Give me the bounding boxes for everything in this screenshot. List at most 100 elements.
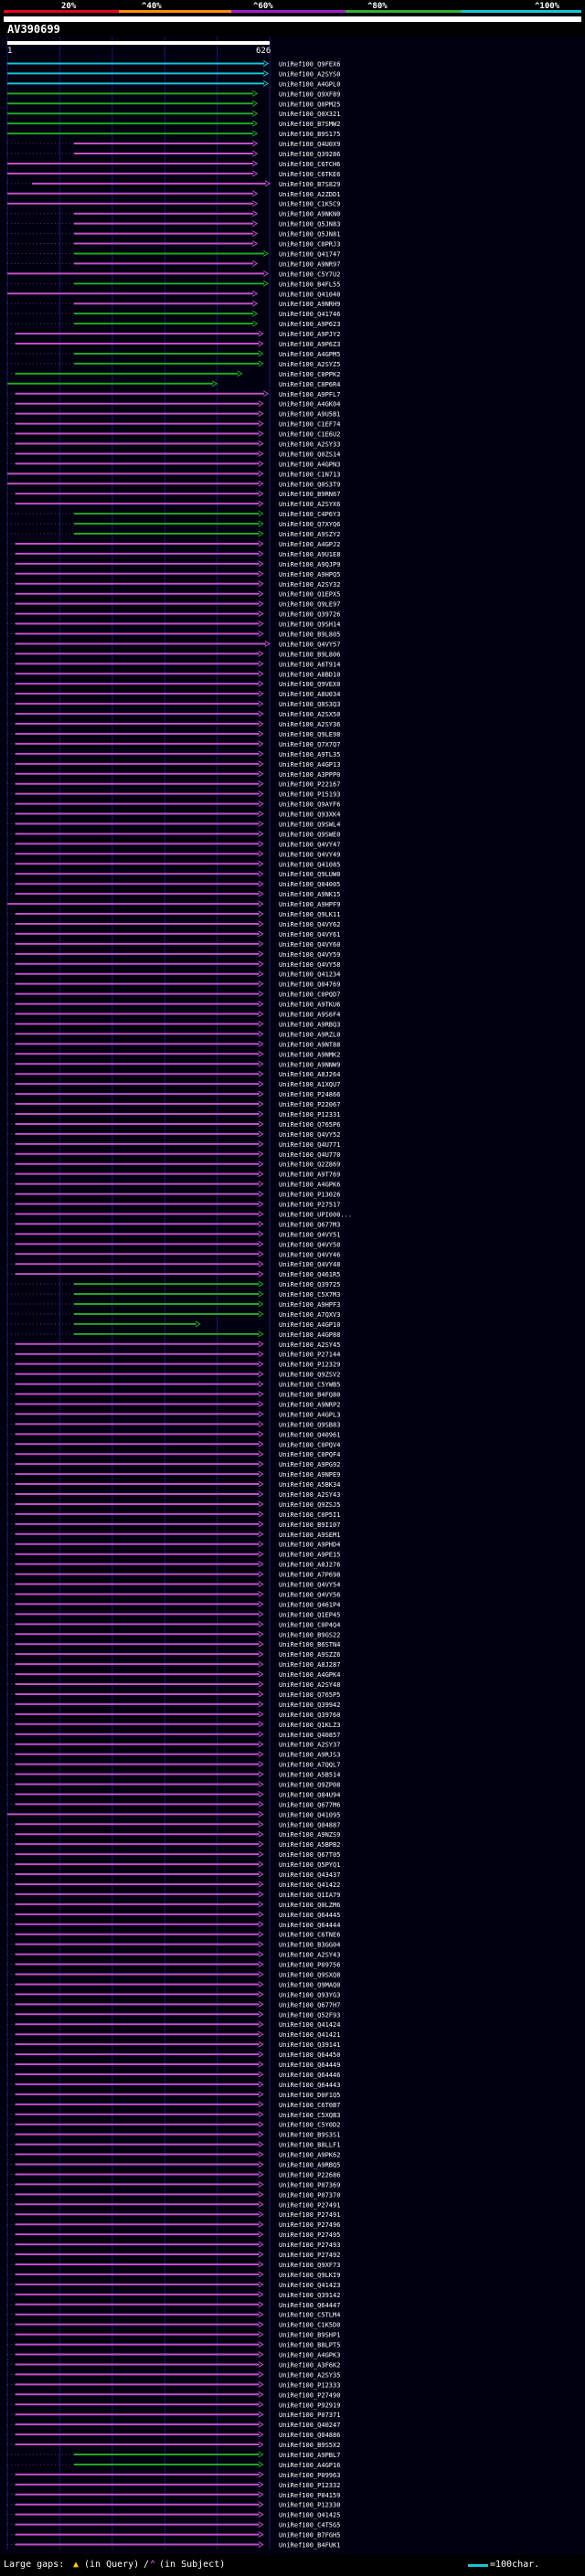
hit-label: UniRef100_P09756 bbox=[279, 1962, 340, 1969]
hit-label: UniRef100_Q39141 bbox=[279, 2041, 340, 2049]
hit-arrow bbox=[258, 2151, 264, 2157]
hit-arrow bbox=[258, 500, 264, 507]
hit-label: UniRef100_Q0S3T9 bbox=[279, 481, 340, 488]
hit-label: UniRef100_C5Y0D2 bbox=[279, 2122, 340, 2129]
hit-arrow bbox=[258, 2301, 264, 2308]
hit-label: UniRef100_A2SYX6 bbox=[279, 501, 340, 508]
hit-arrow bbox=[258, 2061, 264, 2068]
hit-label: UniRef100_C5XQB3 bbox=[279, 2112, 340, 2119]
hit-label: UniRef100_Q7X7Q7 bbox=[279, 741, 340, 748]
hit-label: UniRef100_Q4U770 bbox=[279, 1151, 340, 1159]
hit-arrow bbox=[258, 590, 264, 598]
hit-arrow bbox=[258, 960, 264, 968]
hit-label: UniRef100_P27517 bbox=[279, 1202, 340, 1209]
legend-scale: =100char. bbox=[490, 2560, 540, 2570]
hit-arrow bbox=[258, 1411, 264, 1417]
hit-arrow bbox=[258, 940, 264, 948]
hit-arrow bbox=[258, 930, 264, 938]
hit-arrow bbox=[258, 2161, 264, 2168]
hit-arrow bbox=[258, 1280, 264, 1288]
hit-arrow bbox=[258, 1100, 264, 1108]
hit-label: UniRef100_A5BPB2 bbox=[279, 1841, 340, 1849]
hit-label: UniRef100_A2SY45 bbox=[279, 1341, 340, 1349]
hit-arrow bbox=[258, 2370, 264, 2378]
hit-arrow bbox=[258, 451, 264, 457]
hit-arrow bbox=[258, 1830, 264, 1838]
hit-label: UniRef100_Q04886 bbox=[279, 2432, 340, 2439]
hit-arrow bbox=[258, 2041, 264, 2048]
hit-label: UniRef100_Q9SWL4 bbox=[279, 822, 340, 829]
hit-label: UniRef100_Q9XF73 bbox=[279, 2262, 340, 2269]
hit-label: UniRef100_Q41085 bbox=[279, 861, 340, 868]
hit-arrow bbox=[258, 1531, 264, 1538]
hit-arrow bbox=[258, 2431, 264, 2438]
hit-label: UniRef100_Q04887 bbox=[279, 1821, 340, 1829]
hit-label: UniRef100_Q0LZM6 bbox=[279, 1902, 340, 1909]
hit-label: UniRef100_Q9FEX6 bbox=[279, 60, 340, 68]
hit-label: UniRef100_C6TNE6 bbox=[279, 1932, 340, 1939]
hit-label: UniRef100_A9NMK2 bbox=[279, 1051, 340, 1058]
hit-arrow bbox=[258, 690, 264, 697]
hit-arrow bbox=[258, 1430, 264, 1437]
hit-arrow bbox=[258, 1171, 264, 1178]
hit-arrow bbox=[258, 1191, 264, 1197]
hit-label: UniRef100_Q0X321 bbox=[279, 111, 340, 118]
hit-label: UniRef100_A2SYS0 bbox=[279, 70, 340, 78]
hit-label: UniRef100_A9NRP2 bbox=[279, 1401, 340, 1408]
hit-label: UniRef100_C0PRJ3 bbox=[279, 241, 340, 249]
hit-arrow bbox=[258, 530, 264, 537]
hit-label: UniRef100_C6T0B7 bbox=[279, 2102, 340, 2109]
hit-label: UniRef100_Q41095 bbox=[279, 1811, 340, 1818]
hit-arrow bbox=[258, 1561, 264, 1568]
hit-label: UniRef100_A9SZY2 bbox=[279, 531, 340, 538]
hit-arrow bbox=[258, 550, 264, 557]
hit-arrow bbox=[258, 2000, 264, 2008]
hit-arrow bbox=[258, 2281, 264, 2288]
hit-arrow bbox=[258, 900, 264, 907]
hit-label: UniRef100_Q39726 bbox=[279, 611, 340, 619]
hit-arrow bbox=[258, 360, 264, 367]
hit-arrow bbox=[258, 1250, 264, 1257]
hit-label: UniRef100_A9U1E8 bbox=[279, 551, 340, 558]
hit-label: UniRef100_Q9LKI9 bbox=[279, 2272, 340, 2279]
hit-label: UniRef100_Q40247 bbox=[279, 2422, 340, 2429]
hit-arrow bbox=[258, 780, 264, 788]
scale-white-band bbox=[4, 16, 581, 22]
hit-arrow bbox=[258, 2311, 264, 2318]
hit-arrow bbox=[258, 1800, 264, 1807]
hit-arrow bbox=[258, 1571, 264, 1578]
hit-arrow bbox=[258, 2341, 264, 2348]
hit-arrow bbox=[258, 2221, 264, 2228]
hit-arrow bbox=[258, 2421, 264, 2428]
hit-arrow bbox=[251, 300, 259, 307]
hit-arrow bbox=[258, 480, 264, 487]
hit-arrow bbox=[258, 2141, 264, 2148]
hit-arrow bbox=[258, 1030, 264, 1037]
hit-label: UniRef100_A4GPJ2 bbox=[279, 541, 340, 548]
hit-arrow bbox=[258, 1871, 264, 1878]
hit-label: UniRef100_A9PE15 bbox=[279, 1552, 340, 1559]
hit-arrow bbox=[258, 2401, 264, 2408]
hit-label: UniRef100_Q40961 bbox=[279, 1431, 340, 1438]
hit-arrow bbox=[258, 811, 264, 817]
hit-label: UniRef100_Q39760 bbox=[279, 1712, 340, 1719]
hit-arrow bbox=[258, 1521, 264, 1528]
hit-label: UniRef100_Q64449 bbox=[279, 2062, 340, 2069]
hit-arrow bbox=[251, 170, 259, 177]
hit-arrow bbox=[258, 1601, 264, 1607]
hit-arrow bbox=[258, 1620, 264, 1627]
hit-arrow bbox=[258, 1751, 264, 1758]
hit-arrow bbox=[258, 1450, 264, 1458]
hit-label: UniRef100_P27491 bbox=[279, 2201, 340, 2209]
hit-arrow bbox=[258, 1341, 264, 1348]
hit-label: UniRef100_Q765P5 bbox=[279, 1691, 340, 1699]
hit-label: UniRef100_Q677M3 bbox=[279, 1221, 340, 1228]
hit-label: UniRef100_A9TL35 bbox=[279, 751, 340, 758]
scale-segment bbox=[346, 10, 462, 13]
hit-arrow bbox=[258, 1391, 264, 1397]
hit-label: UniRef100_Q0ZS14 bbox=[279, 451, 340, 458]
hit-label: UniRef100_Q9ZSJ5 bbox=[279, 1501, 340, 1509]
hit-label: UniRef100_Q84U94 bbox=[279, 1791, 340, 1798]
hit-arrow bbox=[258, 1810, 264, 1818]
hit-arrow bbox=[258, 1130, 264, 1138]
